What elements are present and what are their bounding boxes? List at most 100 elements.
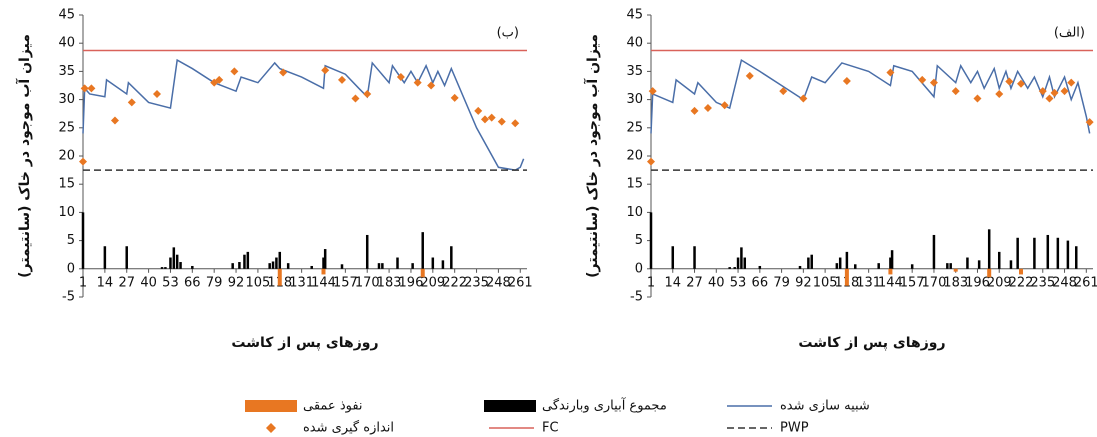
measured-point <box>703 104 712 113</box>
measured-point <box>1005 77 1014 86</box>
x-tick-label: 170 <box>922 275 947 290</box>
measured-point <box>480 115 489 124</box>
bar <box>231 263 234 269</box>
x-tick-label: 105 <box>813 275 838 290</box>
x-tick-label: 1 <box>79 275 87 290</box>
measured-point <box>690 106 699 115</box>
bar <box>441 260 445 269</box>
measured-point <box>427 81 436 90</box>
x-tick-label: 183 <box>943 275 968 290</box>
y-tick-label: 40 <box>626 36 643 51</box>
measured-point <box>351 94 360 103</box>
x-tick-label: 79 <box>773 275 790 290</box>
measured-point <box>951 87 960 96</box>
y-tick-label: 5 <box>635 233 643 248</box>
simulated-line <box>82 58 525 171</box>
bar <box>1066 240 1070 269</box>
x-tick-label: 196 <box>965 275 990 290</box>
bar <box>844 268 849 286</box>
x-tick-label: 235 <box>464 275 489 290</box>
y-tick-label: 10 <box>58 205 75 220</box>
measured-point <box>1060 87 1069 96</box>
x-tick-label: 261 <box>1074 275 1097 290</box>
x-tick-label: 66 <box>752 275 769 290</box>
bar <box>246 251 250 269</box>
measured-point <box>973 94 982 103</box>
bar <box>1056 237 1060 269</box>
measured-point <box>995 89 1004 98</box>
bar <box>977 260 981 269</box>
x-tick-label: 53 <box>162 275 179 290</box>
measured-point <box>1017 79 1026 88</box>
bar <box>1075 246 1078 269</box>
bar <box>758 265 762 269</box>
y-tick-label: 10 <box>626 205 643 220</box>
measured-point <box>153 89 161 98</box>
bar <box>275 257 278 269</box>
bar <box>169 257 172 269</box>
y-tick-label: 40 <box>58 36 75 51</box>
measured-point <box>647 157 655 166</box>
measured-point <box>279 68 288 77</box>
bar <box>987 229 991 269</box>
y-tick-label: 20 <box>58 149 75 164</box>
bar <box>278 251 282 269</box>
bar <box>743 257 747 269</box>
x-tick-label: 14 <box>664 275 681 290</box>
measured-point <box>1067 78 1076 87</box>
y-tick-label: 30 <box>626 92 643 107</box>
measured-point <box>79 157 87 166</box>
bar <box>286 263 290 269</box>
measured-point <box>511 119 520 128</box>
bar <box>340 264 344 269</box>
legend-label: PWP <box>780 421 809 436</box>
bar <box>693 246 696 269</box>
bar <box>946 263 949 269</box>
bar <box>103 246 107 269</box>
bar <box>268 263 271 269</box>
bar <box>450 246 453 269</box>
bar <box>323 249 327 269</box>
bar <box>179 262 182 269</box>
y-tick-label: 15 <box>58 177 75 192</box>
bar <box>243 254 246 269</box>
measured-point <box>450 93 459 102</box>
x-tick-label: 14 <box>97 275 114 290</box>
measured-point <box>918 75 927 84</box>
x-tick-label: 105 <box>245 275 270 290</box>
bar <box>835 263 839 269</box>
measured-point <box>745 71 754 80</box>
bar <box>191 265 194 269</box>
measured-point <box>110 116 119 125</box>
bar <box>172 247 176 269</box>
measured-point <box>363 89 372 98</box>
x-tick-label: 209 <box>420 275 445 290</box>
x-tick-label: 183 <box>377 275 402 290</box>
bar <box>845 251 849 269</box>
measured-point <box>1038 87 1047 96</box>
measured-point <box>1050 88 1059 97</box>
x-tick-label: 248 <box>486 275 511 290</box>
y-tick-label: 30 <box>58 92 75 107</box>
measured-point <box>230 67 239 76</box>
x-tick-label: 222 <box>442 275 467 290</box>
bar <box>966 257 969 269</box>
y-tick-label: 0 <box>67 261 75 276</box>
x-tick-label: 92 <box>795 275 812 290</box>
bar <box>877 263 880 269</box>
bar <box>888 268 893 275</box>
x-tick-label: 66 <box>184 275 201 290</box>
measured-point <box>396 73 405 82</box>
measured-point <box>487 113 496 122</box>
measured-point <box>474 106 483 115</box>
bar <box>1033 237 1036 269</box>
bar <box>798 265 802 269</box>
x-tick-label: 27 <box>686 275 703 290</box>
x-axis-title: روزهای پس از کاشت <box>798 335 945 351</box>
bar <box>889 257 892 269</box>
bar <box>431 257 435 269</box>
measured-point <box>842 76 851 85</box>
legend-label: شبیه سازی شده <box>780 399 870 414</box>
x-tick-label: 261 <box>508 275 533 290</box>
y-axis-title: میزان آب موجود در خاک (سانتیمتر) <box>15 34 33 278</box>
